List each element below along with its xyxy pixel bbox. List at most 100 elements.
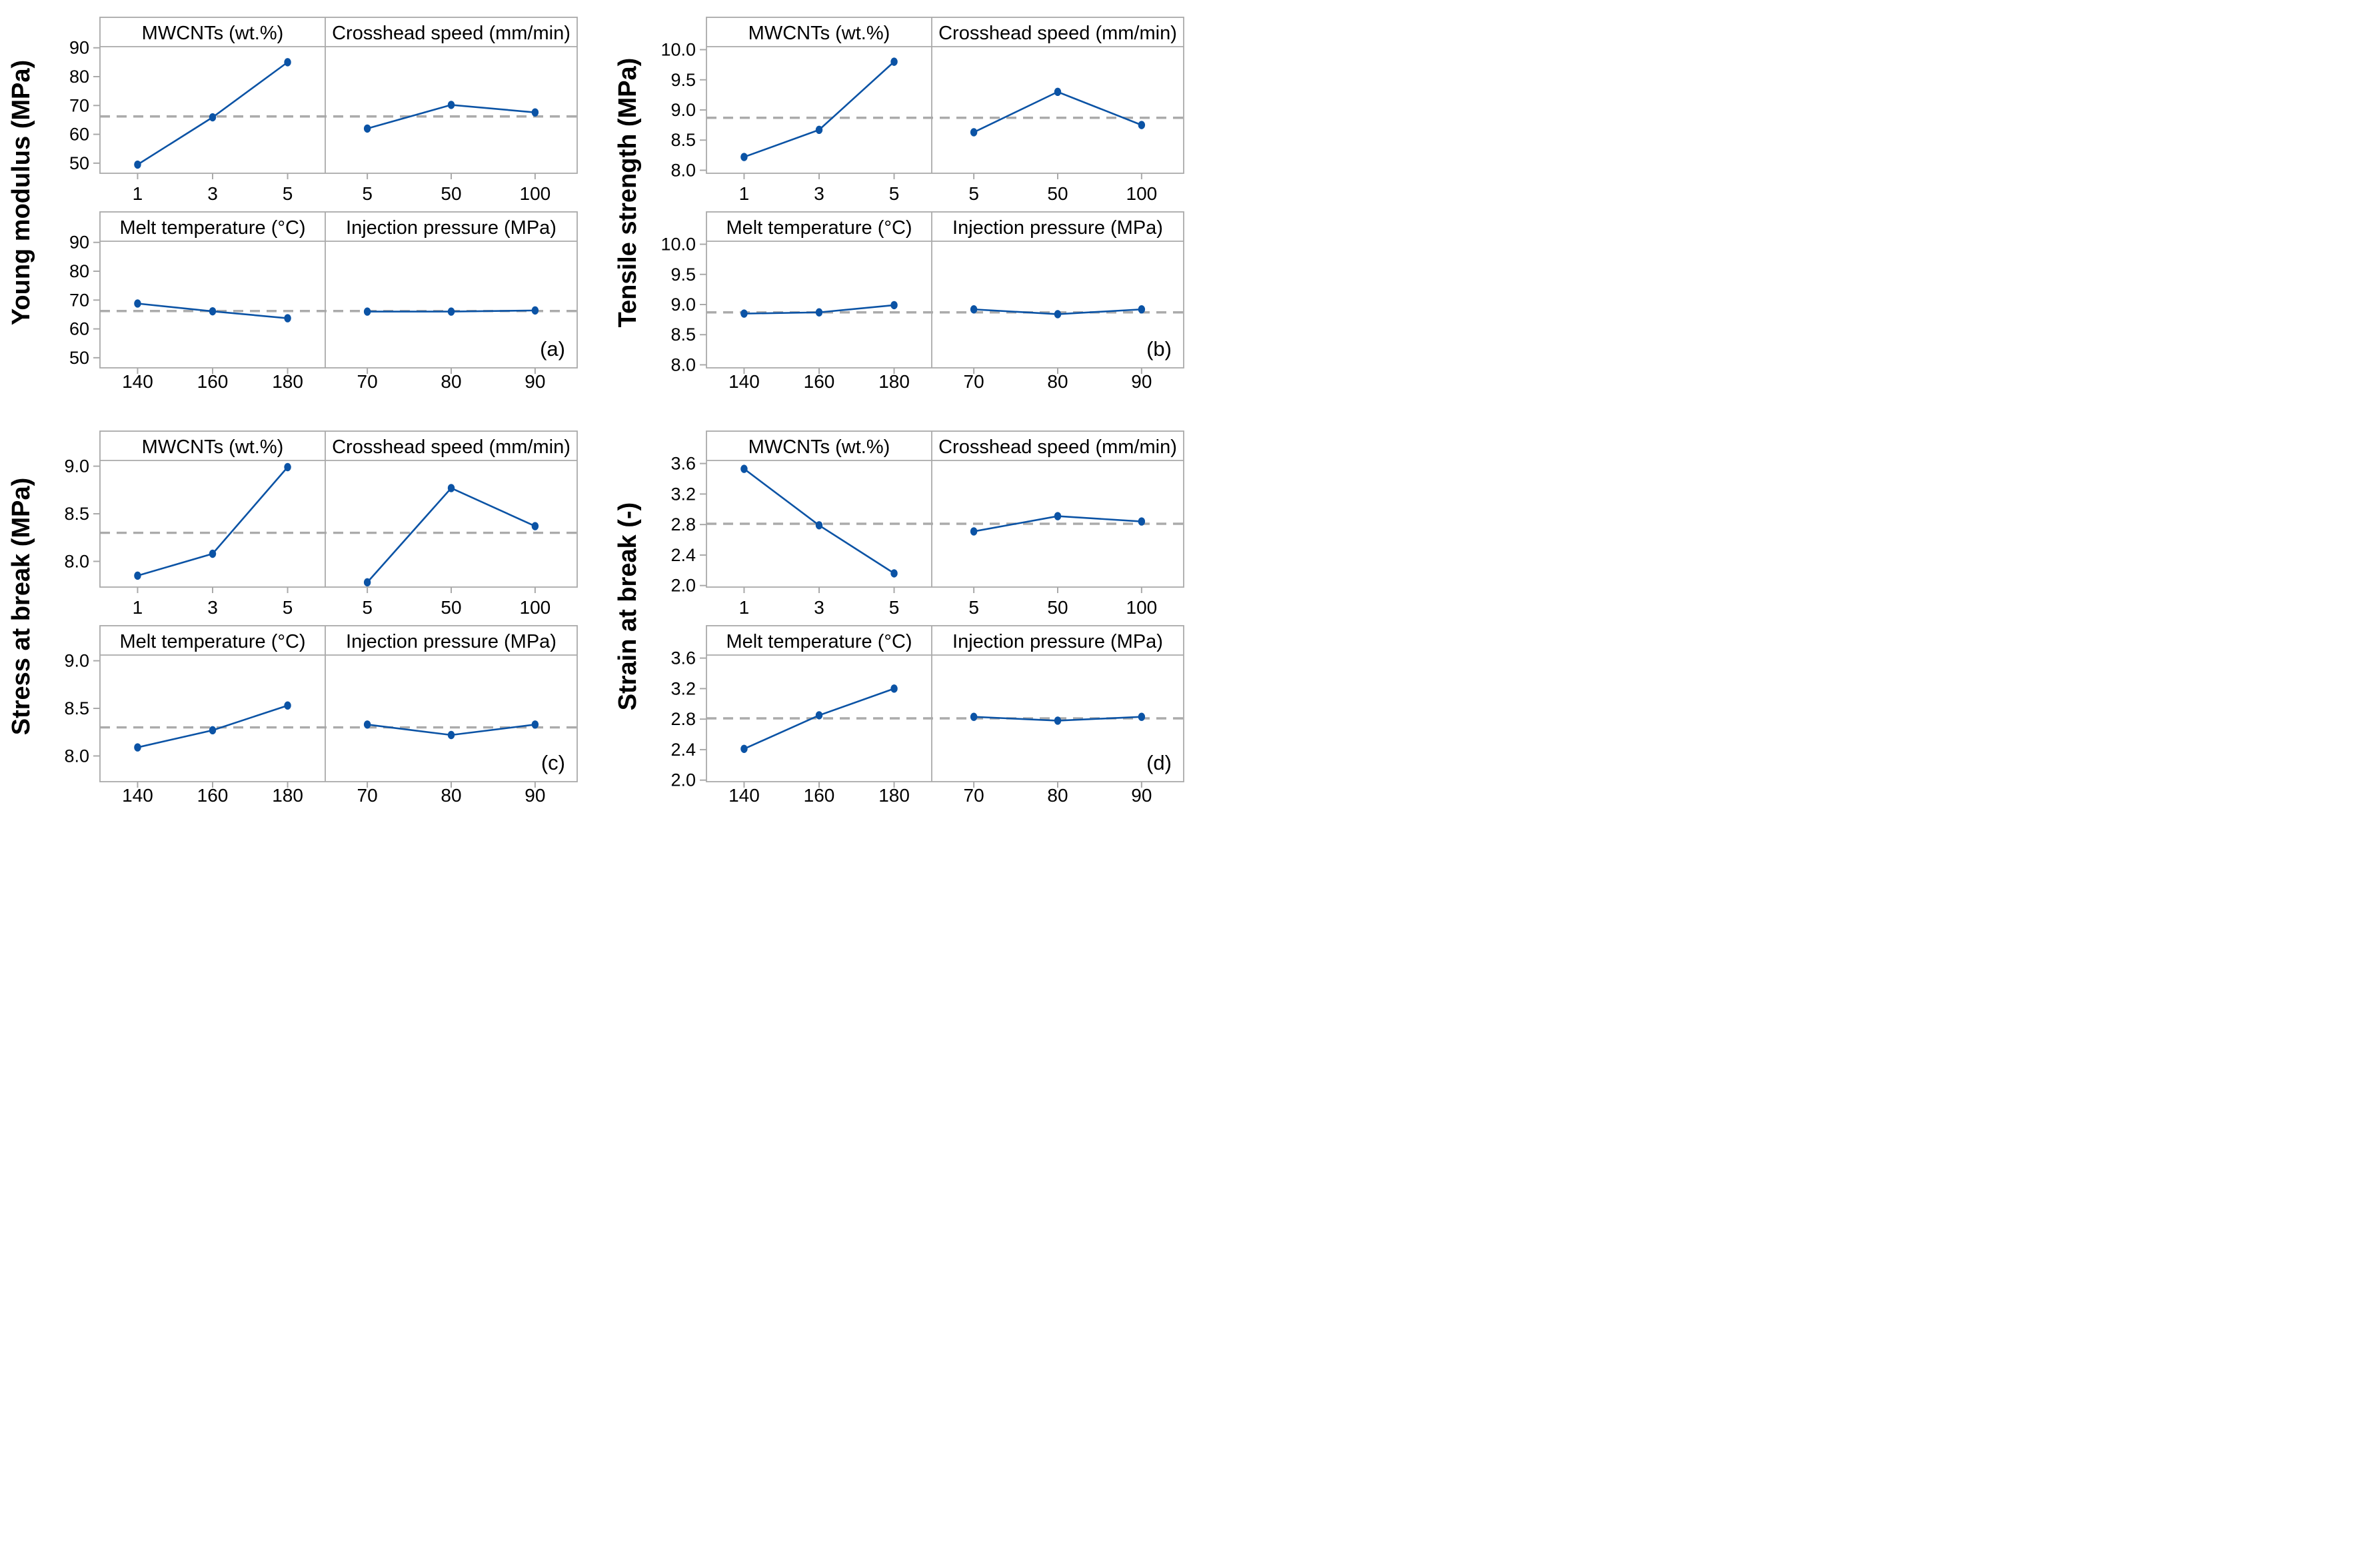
panel-border: [706, 625, 1184, 782]
data-point: [970, 712, 978, 721]
data-point: [1054, 87, 1062, 97]
y-tick-label: 80: [69, 67, 89, 87]
x-tick-label: 50: [1047, 597, 1068, 618]
x-tick-label: 80: [1047, 785, 1068, 806]
subplot-title: Injection pressure (MPa): [346, 217, 557, 239]
data-point: [890, 57, 898, 66]
row-1: 50 60 70 80 90 Melt temperature (°C) 140 160 180…: [69, 211, 578, 392]
panel-border: [99, 211, 578, 369]
subplot-title: Injection pressure (MPa): [952, 217, 1163, 239]
subplot-title: MWCNTs (wt.%): [748, 23, 890, 44]
subplot-melt-temperature-c: Melt temperature (°C) 140 160 180: [726, 631, 912, 806]
data-point: [740, 744, 748, 753]
y-tick-label: 2.8: [670, 709, 696, 729]
x-tick-label: 5: [889, 597, 900, 618]
x-tick-label: 1: [739, 597, 750, 618]
data-point: [284, 58, 291, 67]
subplot-crosshead-speed-mm-min: Crosshead speed (mm/min) 5 50 100: [938, 23, 1177, 204]
subplot-title: Crosshead speed (mm/min): [938, 436, 1177, 458]
data-point: [1138, 305, 1146, 314]
y-tick-label: 9.0: [64, 456, 89, 476]
y-tick-label: 8.5: [64, 504, 89, 524]
y-tick-label: 70: [69, 290, 89, 310]
y-axis-label: Tensile strength (MPa): [614, 58, 642, 328]
x-tick-label: 90: [525, 371, 545, 392]
x-tick-label: 5: [283, 183, 293, 204]
data-point: [447, 307, 455, 316]
y-tick-label: 3.6: [670, 648, 696, 668]
y-tick-label: 2.4: [670, 740, 696, 760]
x-tick-label: 160: [197, 371, 229, 392]
x-tick-label: 3: [207, 597, 218, 618]
x-tick-label: 140: [122, 371, 153, 392]
panel-border: [99, 625, 578, 782]
data-point: [1054, 716, 1062, 725]
data-point: [890, 684, 898, 693]
panel-c-stress-at-break: Stress at break (MPa) 8.0 8.5 9.0 MWCNTs (wt…: [7, 423, 593, 806]
panel-border: [706, 430, 1184, 588]
data-point: [531, 108, 539, 117]
chart-d: Strain at break (-) 2.0 2.4 2.8 3.2 3.6 MWCNTs…: [613, 423, 1200, 806]
panel-border: [99, 17, 578, 174]
x-tick-label: 5: [283, 597, 293, 618]
data-point: [134, 160, 141, 169]
x-tick-label: 90: [525, 785, 545, 806]
subplot-crosshead-speed-mm-min: Crosshead speed (mm/min) 5 50 100: [332, 436, 571, 618]
x-tick-label: 80: [1047, 371, 1068, 392]
data-point: [531, 720, 539, 729]
x-tick-label: 5: [362, 183, 373, 204]
y-tick-label: 50: [69, 153, 89, 173]
data-point: [970, 128, 978, 137]
subplot-mwcnts-wt: MWCNTs (wt.%) 1 3 5: [739, 23, 900, 204]
subplot-title: Melt temperature (°C): [119, 217, 305, 239]
chart-b: Tensile strength (MPa) 8.0 8.5 9.0 9.5 10.0 MW…: [613, 9, 1200, 392]
data-point: [447, 101, 455, 109]
y-tick-label: 9.5: [670, 70, 696, 90]
subplot-title: MWCNTs (wt.%): [748, 436, 890, 458]
data-point: [531, 306, 539, 315]
data-point: [970, 527, 978, 536]
x-tick-label: 100: [520, 597, 551, 618]
data-point: [890, 569, 898, 578]
panel-corner-label: (c): [541, 751, 565, 774]
x-tick-label: 90: [1131, 785, 1152, 806]
row-1: 8.0 8.5 9.0 9.5 10.0 Melt temperature (°C) 140…: [660, 211, 1184, 392]
data-point: [447, 730, 455, 740]
x-tick-label: 160: [804, 371, 835, 392]
data-point: [363, 307, 371, 316]
data-point: [363, 720, 371, 729]
data-point: [740, 153, 748, 161]
x-tick-label: 5: [362, 597, 373, 618]
data-point: [363, 578, 371, 587]
data-point: [1138, 712, 1146, 721]
y-tick-label: 8.5: [670, 130, 696, 150]
data-point: [1138, 517, 1146, 526]
subplot-title: MWCNTs (wt.%): [142, 436, 284, 458]
data-point: [363, 124, 371, 133]
data-point: [1054, 310, 1062, 319]
subplot-mwcnts-wt: MWCNTs (wt.%) 1 3 5: [133, 23, 293, 204]
subplot-injection-pressure-mpa: Injection pressure (MPa) 70 80 90: [952, 217, 1163, 392]
y-tick-label: 3.2: [670, 678, 696, 698]
row-1: 8.0 8.5 9.0 Melt temperature (°C) 140 160 180 I…: [64, 625, 578, 806]
x-tick-label: 50: [1047, 183, 1068, 204]
data-point: [815, 308, 823, 317]
y-tick-label: 8.0: [670, 160, 696, 180]
x-tick-label: 70: [357, 785, 378, 806]
x-tick-label: 100: [1126, 183, 1158, 204]
subplot-title: Crosshead speed (mm/min): [332, 436, 571, 458]
data-point: [134, 571, 141, 580]
y-tick-label: 9.0: [670, 295, 696, 315]
panel-border: [706, 17, 1184, 174]
data-point: [209, 307, 217, 316]
y-tick-label: 80: [69, 261, 89, 281]
x-tick-label: 80: [441, 371, 461, 392]
x-tick-label: 5: [968, 183, 979, 204]
panel-border: [706, 211, 1184, 369]
y-tick-label: 8.5: [64, 698, 89, 718]
x-tick-label: 1: [133, 597, 143, 618]
subplot-mwcnts-wt: MWCNTs (wt.%) 1 3 5: [133, 436, 293, 618]
chart-background: [613, 423, 1200, 806]
panel-d-strain-at-break: Strain at break (-) 2.0 2.4 2.8 3.2 3.6 MWCNTs…: [613, 423, 1200, 806]
